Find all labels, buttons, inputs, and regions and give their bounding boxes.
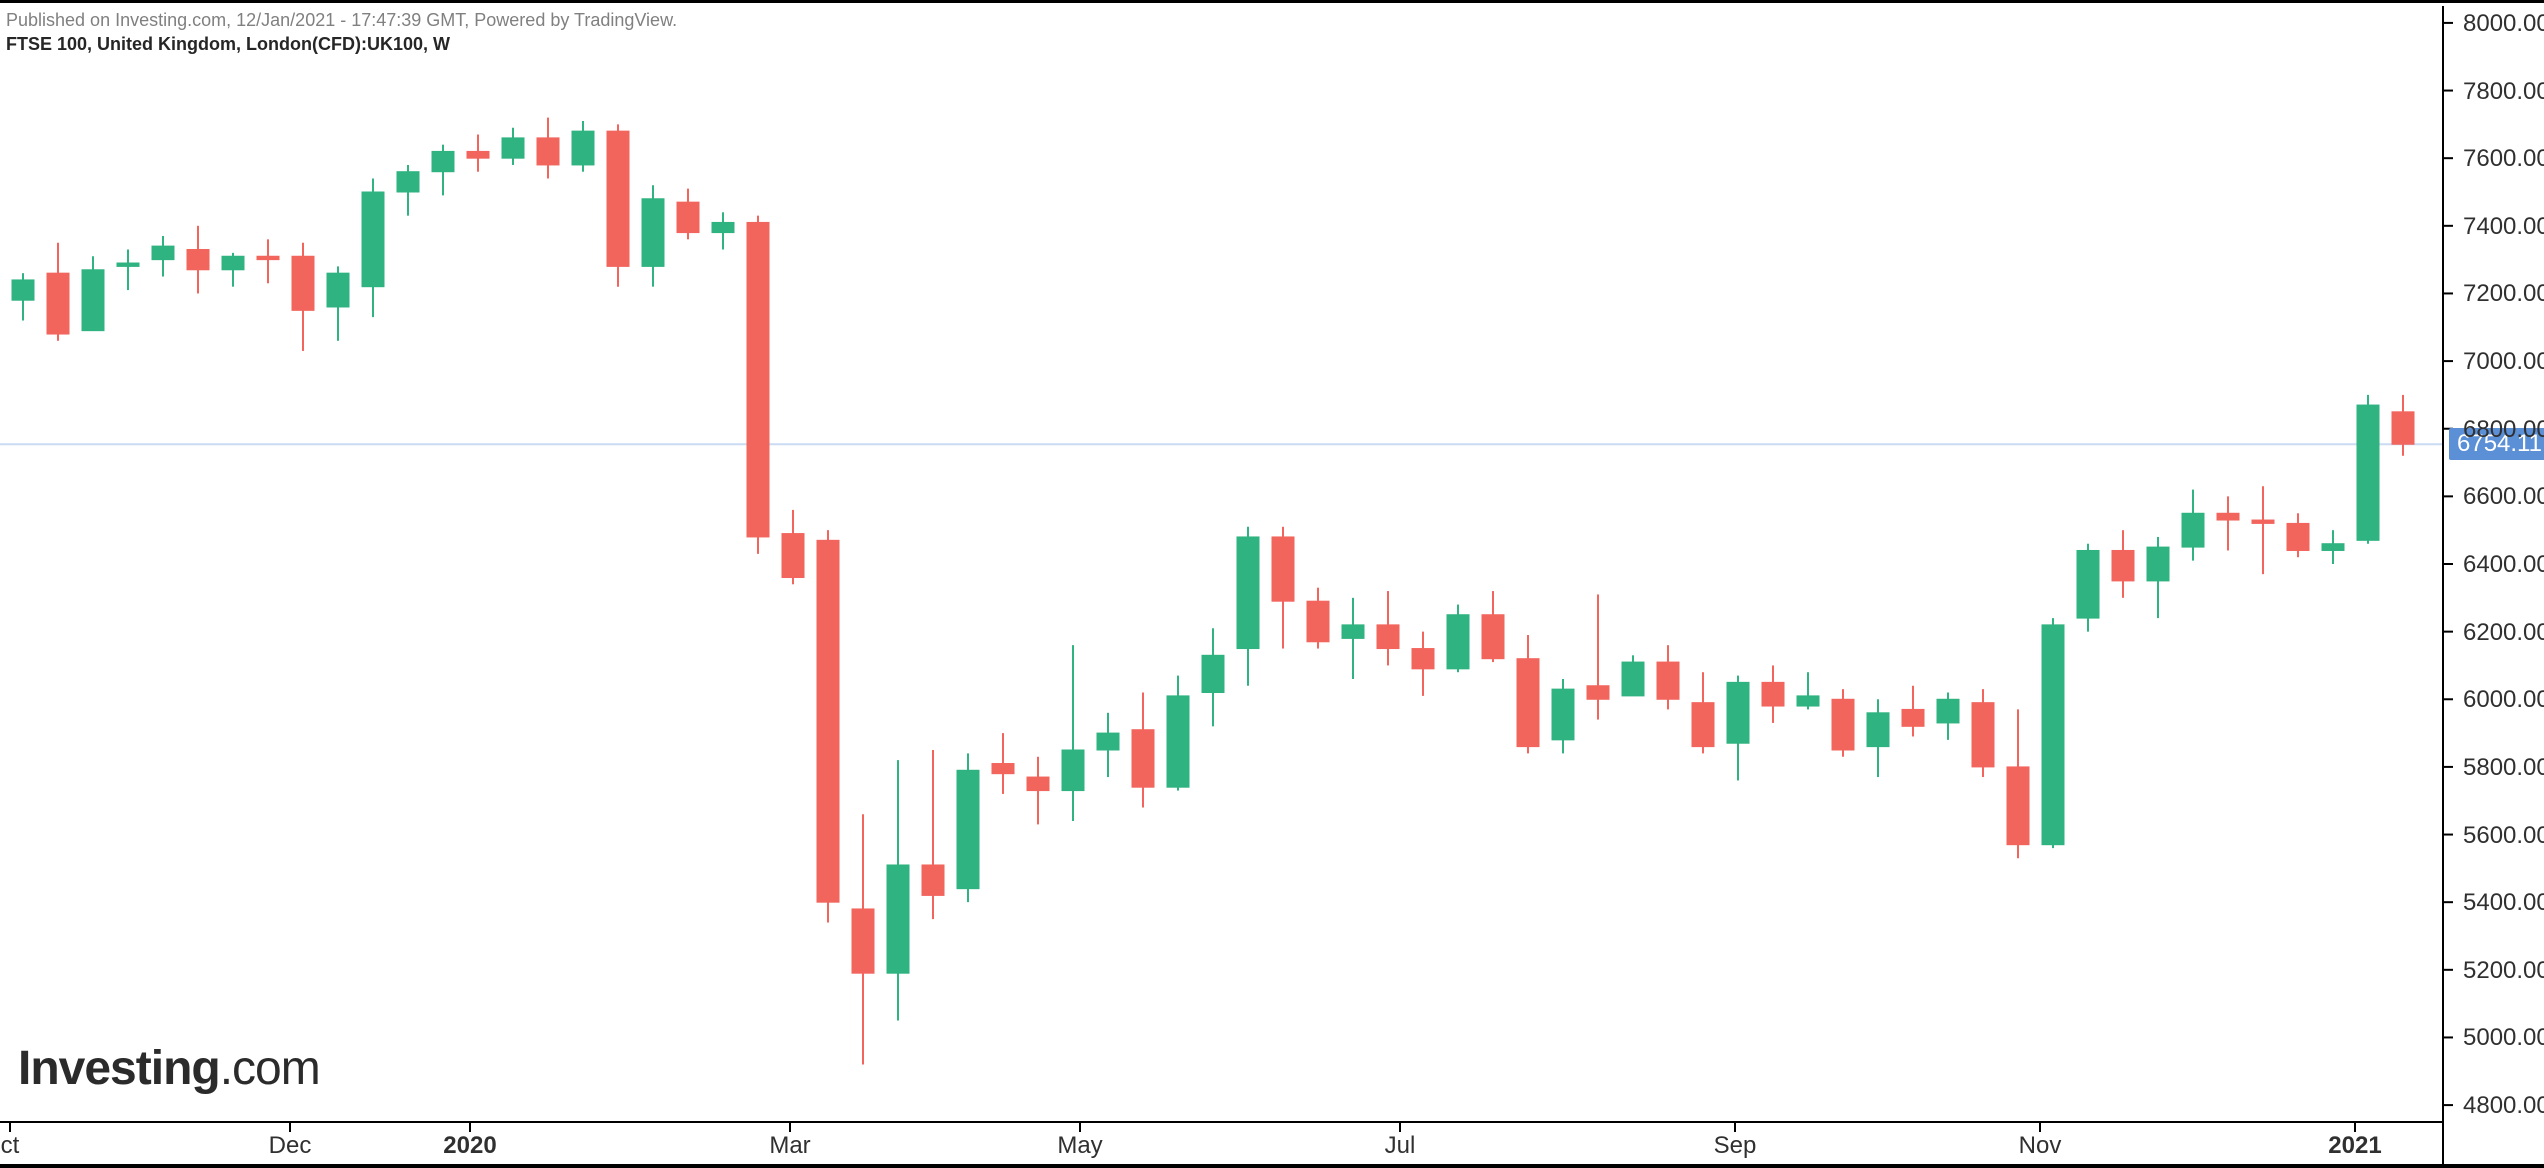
y-axis-label: 6400.00 — [2463, 551, 2544, 579]
x-axis-label: Jul — [1385, 1132, 1416, 1160]
y-axis-label: 5400.00 — [2463, 889, 2544, 917]
y-axis-label: 6800.00 — [2463, 416, 2544, 444]
x-axis-label: Sep — [1714, 1132, 1757, 1160]
chart-symbol-info: FTSE 100, United Kingdom, London(CFD):UK… — [6, 34, 450, 55]
y-axis-label: 6000.00 — [2463, 686, 2544, 714]
x-axis-label: Dec — [269, 1132, 312, 1160]
y-axis-label: 6200.00 — [2463, 619, 2544, 647]
y-axis-label: 4800.00 — [2463, 1092, 2544, 1120]
x-axis-label: 2020 — [443, 1132, 496, 1160]
y-axis-label: 5200.00 — [2463, 957, 2544, 985]
x-axis-label: May — [1057, 1132, 1102, 1160]
chart-publish-info: Published on Investing.com, 12/Jan/2021 … — [6, 10, 677, 31]
y-axis-label: 7200.00 — [2463, 280, 2544, 308]
y-axis-label: 7800.00 — [2463, 78, 2544, 106]
y-axis-label: 7400.00 — [2463, 213, 2544, 241]
y-axis-label: 7000.00 — [2463, 348, 2544, 376]
y-axis-label: 8000.00 — [2463, 10, 2544, 38]
y-axis-label: 5800.00 — [2463, 754, 2544, 782]
y-axis-label: 7600.00 — [2463, 145, 2544, 173]
y-axis-label: 6600.00 — [2463, 483, 2544, 511]
y-axis-label: 5000.00 — [2463, 1024, 2544, 1052]
investing-logo: Investing.com — [18, 1041, 320, 1096]
x-axis-label: Nov — [2019, 1132, 2062, 1160]
x-axis-label: Mar — [769, 1132, 810, 1160]
candlestick-chart[interactable] — [0, 0, 2544, 1168]
x-axis-label: ct — [1, 1132, 20, 1160]
x-axis-label: 2021 — [2328, 1132, 2381, 1160]
y-axis-label: 5600.00 — [2463, 822, 2544, 850]
